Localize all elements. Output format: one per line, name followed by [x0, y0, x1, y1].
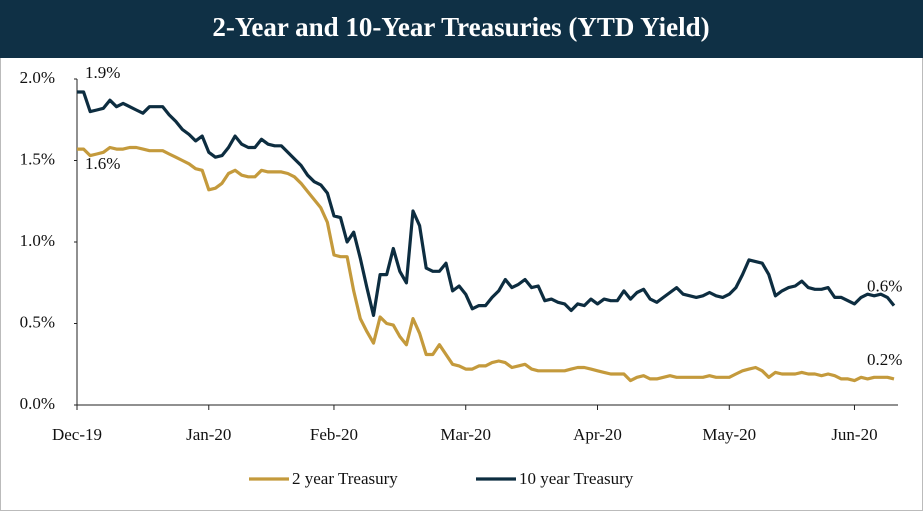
y-tick-label: 0.5%: [20, 312, 55, 331]
x-tick-label: May-20: [702, 425, 756, 444]
series-line: [77, 90, 896, 317]
legend-label: 2 year Treasury: [292, 469, 398, 488]
y-tick-label: 2.0%: [20, 68, 55, 87]
series-line: [77, 145, 895, 383]
x-tick-label: Apr-20: [573, 425, 622, 444]
chart-title: 2-Year and 10-Year Treasuries (YTD Yield…: [212, 12, 709, 42]
y-tick-label: 0.0%: [20, 394, 55, 413]
data-label: 0.6%: [867, 276, 902, 295]
y-tick-label: 1.0%: [20, 231, 55, 250]
data-label: 1.9%: [85, 63, 120, 82]
legend-label: 10 year Treasury: [519, 469, 634, 488]
x-tick-label: Feb-20: [310, 425, 358, 444]
data-label: 0.2%: [867, 350, 902, 369]
data-label: 1.6%: [85, 154, 120, 173]
title-bar: [0, 0, 923, 58]
x-tick-label: Mar-20: [440, 425, 491, 444]
x-tick-label: Jan-20: [186, 425, 231, 444]
x-tick-label: Jun-20: [831, 425, 877, 444]
y-tick-label: 1.5%: [20, 149, 55, 168]
x-tick-label: Dec-19: [52, 425, 102, 444]
